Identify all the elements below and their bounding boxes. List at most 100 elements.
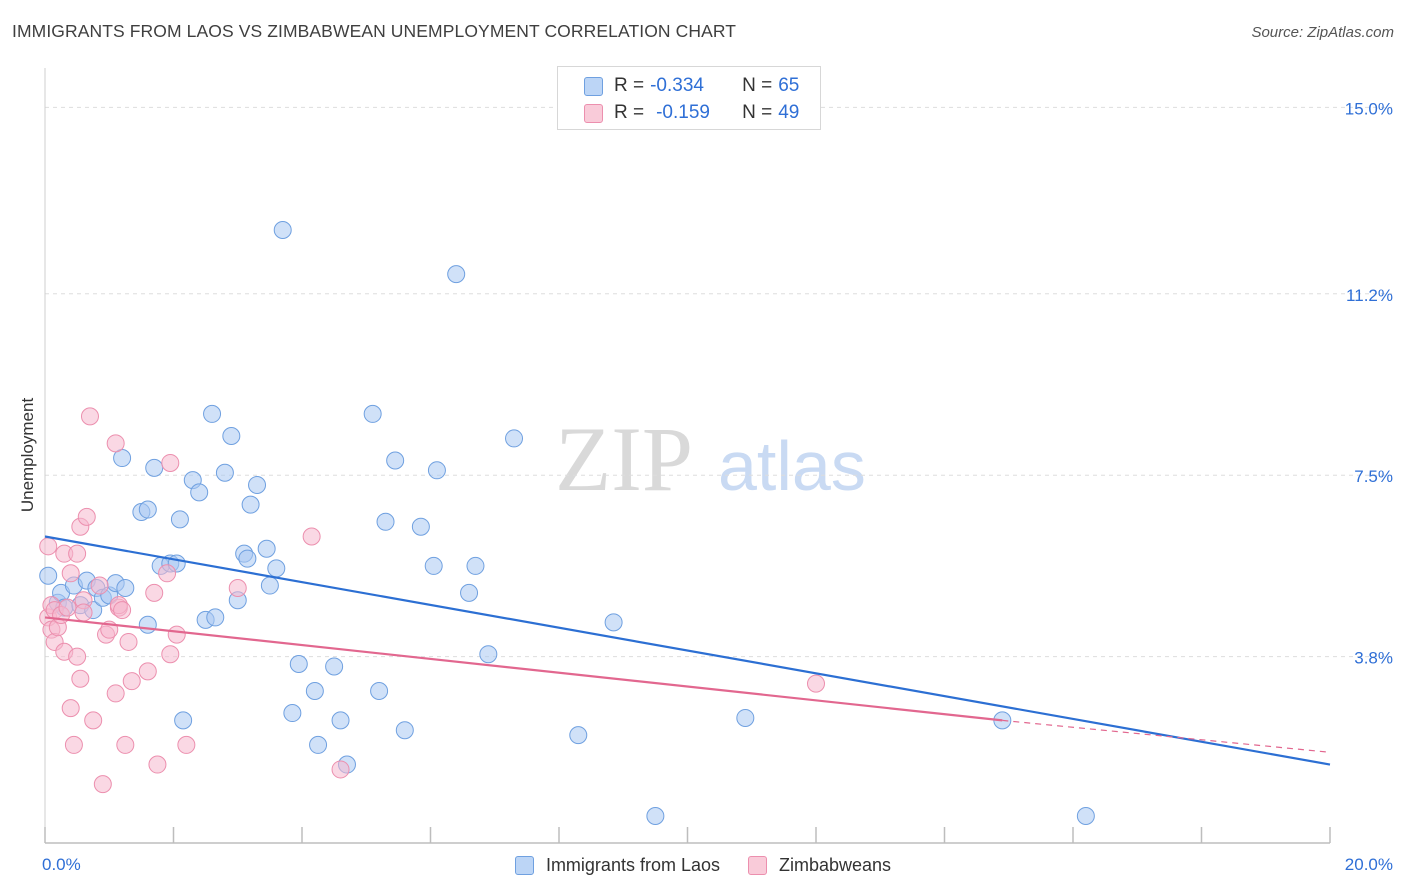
laos-point [386, 451, 405, 470]
legend-row-laos: R = -0.334 N = 65 [584, 74, 799, 98]
zimbabweans-point [145, 583, 164, 602]
n-value: 49 [778, 102, 800, 123]
chart-title: IMMIGRANTS FROM LAOS VS ZIMBABWEAN UNEMP… [12, 21, 737, 41]
zimbabweans-point [74, 603, 93, 622]
laos-point [267, 559, 286, 578]
legend-item-laos[interactable]: Immigrants from Laos [514, 854, 720, 876]
laos-point [39, 566, 58, 585]
laos-point [447, 265, 466, 284]
laos-point [424, 556, 443, 575]
laos-swatch [584, 76, 603, 96]
laos-point [309, 735, 328, 754]
legend-label: Zimbabweans [779, 854, 892, 875]
zimbabweans-swatch [584, 103, 603, 123]
zimbabweans-point [167, 625, 186, 644]
legend-label: Immigrants from Laos [545, 854, 720, 875]
correlation-legend: R = -0.334 N = 65 R = -0.159 N = 49 [557, 66, 821, 130]
laos-point [174, 711, 193, 730]
laos-point [569, 726, 588, 745]
laos-point [376, 512, 395, 531]
laos-point [305, 681, 324, 700]
y-tick-label: 3.8% [1354, 649, 1393, 668]
laos-point [260, 576, 279, 595]
laos-point [736, 708, 755, 727]
legend-item-zimbabweans[interactable]: Zimbabweans [748, 855, 891, 876]
zimbabweans-point [228, 579, 247, 597]
laos-point [505, 429, 524, 448]
laos-point [460, 583, 479, 602]
laos-point [289, 655, 308, 674]
laos-point [283, 704, 302, 723]
n-value: 65 [778, 75, 800, 96]
zimbabweans-point [77, 507, 96, 526]
zimbabweans-point [106, 434, 125, 453]
r-value: -0.334 [650, 75, 704, 96]
laos-point [363, 404, 382, 423]
laos-trendline [44, 535, 1331, 766]
x-tick-label: 20.0% [1345, 855, 1393, 874]
zimbabweans-point [302, 527, 321, 546]
zimbabweans-point [39, 537, 58, 556]
laos-point [222, 426, 241, 445]
laos-point [466, 556, 485, 575]
laos-point [138, 500, 157, 519]
zimbabweans-point [161, 453, 180, 472]
zimbabweans-point [158, 564, 177, 583]
zimbabweans-swatch [748, 855, 767, 875]
laos-point [190, 483, 209, 502]
laos-point [170, 510, 189, 529]
zimbabweans-point [177, 735, 196, 754]
laos-point [273, 221, 292, 240]
laos-point [257, 539, 276, 558]
laos-point [238, 549, 257, 568]
watermark-zip: ZIP [555, 408, 693, 510]
zimbabweans-point [61, 564, 80, 583]
zimbabweans-point [68, 647, 87, 666]
laos-point [479, 645, 498, 664]
laos-point [395, 721, 414, 740]
source-label: Source: ZipAtlas.com [1251, 24, 1394, 41]
x-tick-label: 0.0% [42, 855, 81, 874]
series-legend: Immigrants from Laos Zimbabweans [0, 852, 1406, 878]
zimbabweans-trendline [44, 616, 1003, 722]
zimbabweans-point [68, 544, 87, 563]
laos-point [331, 711, 350, 730]
zimbabweans-point [161, 645, 180, 664]
zimbabweans-point [58, 598, 77, 617]
y-tick-label: 7.5% [1354, 467, 1393, 486]
laos-point [370, 681, 389, 700]
laos-point [203, 404, 222, 423]
laos-point [427, 461, 446, 480]
laos-point [215, 463, 234, 482]
zimbabweans-point [71, 669, 90, 688]
laos-point [241, 495, 260, 514]
zimbabweans-point [61, 699, 80, 718]
laos-point [248, 476, 267, 495]
laos-swatch [514, 855, 534, 875]
zimbabweans-point [113, 601, 132, 620]
r-label: R = [614, 75, 645, 96]
laos-point [206, 608, 225, 627]
zimbabweans-point [80, 407, 99, 426]
legend-row-zimbabweans: R = -0.159 N = 49 [584, 101, 799, 125]
zimbabweans-point [331, 760, 350, 779]
laos-point [1076, 807, 1095, 826]
zimbabweans-point [138, 662, 157, 681]
r-label: R = [614, 102, 645, 123]
r-value: -0.159 [656, 102, 710, 123]
laos-point [411, 517, 430, 536]
laos-point [325, 657, 344, 676]
watermark-atlas: atlas [718, 427, 866, 505]
zimbabweans-point [116, 735, 135, 754]
zimbabweans-point [807, 674, 825, 693]
n-label: N = [742, 75, 773, 96]
zimbabweans-point [90, 576, 109, 595]
y-tick-label: 11.2% [1346, 286, 1393, 305]
zimbabweans-point [93, 775, 112, 794]
n-label: N = [742, 102, 773, 123]
y-tick-label: 15.0% [1345, 99, 1393, 118]
zimbabweans-point [148, 755, 167, 774]
zimbabweans-point [64, 735, 83, 754]
laos-point [138, 615, 157, 634]
